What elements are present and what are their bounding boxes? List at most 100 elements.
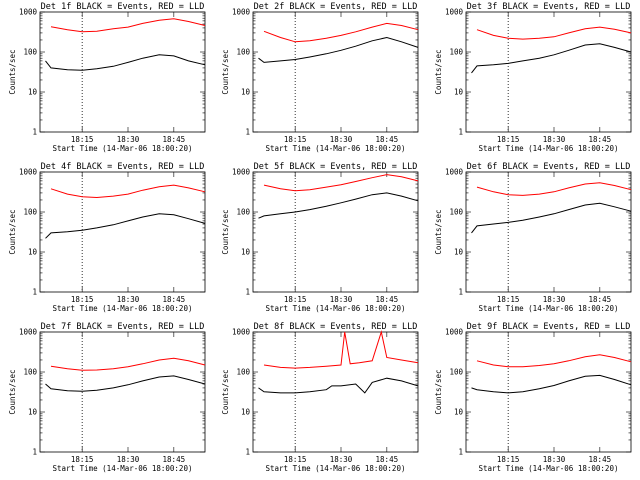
y-tick-label: 1	[458, 448, 463, 457]
detector-panel-4: Det 4f BLACK = Events, RED = LLD 1 10 100 10…	[8, 162, 206, 313]
y-tick-label: 10	[241, 248, 251, 257]
y-tick-label: 1000	[445, 8, 464, 17]
x-tick-label: 18:30	[543, 295, 566, 304]
events-series-line	[45, 213, 206, 239]
lld-series-line	[50, 18, 206, 33]
events-series-line	[471, 202, 632, 234]
y-axis-label: Counts/sec	[221, 49, 230, 94]
x-tick-label: 18:15	[71, 135, 94, 144]
x-axis-label: Start Time (14-Mar-06 18:00:20)	[53, 304, 193, 313]
y-tick-label: 1000	[445, 328, 464, 337]
y-tick-label: 1	[458, 128, 463, 137]
plot-frame	[39, 11, 206, 133]
x-tick-label: 18:45	[376, 135, 399, 144]
y-tick-label: 1	[245, 448, 250, 457]
events-series-line	[45, 54, 206, 71]
plot-frame	[252, 331, 419, 453]
detector-panel-9: Det 9f BLACK = Events, RED = LLD 1 10 100 10…	[434, 322, 632, 473]
y-tick-label: 100	[236, 48, 250, 57]
x-axis-label: Start Time (14-Mar-06 18:00:20)	[53, 144, 193, 153]
y-tick-label: 10	[241, 408, 251, 417]
x-tick-label: 18:15	[71, 295, 94, 304]
y-axis-label: Counts/sec	[221, 369, 230, 414]
lld-series-line	[476, 182, 632, 196]
y-tick-label: 1	[32, 128, 37, 137]
x-tick-label: 18:45	[376, 295, 399, 304]
y-tick-label: 1000	[19, 328, 38, 337]
plot-frame	[252, 11, 419, 133]
detector-panel-8: Det 8f BLACK = Events, RED = LLD 1 10 100 10…	[221, 322, 419, 473]
panel-title: Det 1f BLACK = Events, RED = LLD	[41, 2, 205, 12]
lld-series-line	[263, 22, 419, 43]
x-tick-label: 18:30	[330, 135, 353, 144]
detector-panel-1: Det 1f BLACK = Events, RED = LLD 1 10 100 10…	[8, 2, 206, 153]
x-axis-label: Start Time (14-Mar-06 18:00:20)	[53, 464, 193, 473]
y-tick-label: 10	[28, 88, 38, 97]
y-tick-label: 1000	[19, 168, 38, 177]
plot-frame	[465, 171, 632, 293]
plot-frame	[39, 171, 206, 293]
y-tick-label: 1	[32, 448, 37, 457]
x-tick-label: 18:45	[376, 455, 399, 464]
y-axis-label: Counts/sec	[221, 209, 230, 254]
plot-frame	[39, 331, 206, 453]
detector-panel-7: Det 7f BLACK = Events, RED = LLD 1 10 100 10…	[8, 322, 206, 473]
y-tick-label: 100	[236, 368, 250, 377]
x-tick-label: 18:15	[284, 135, 307, 144]
events-series-line	[45, 375, 206, 392]
y-tick-label: 1	[245, 288, 250, 297]
lld-series-line	[476, 354, 632, 368]
y-tick-label: 10	[454, 408, 464, 417]
x-tick-label: 18:30	[117, 455, 140, 464]
x-tick-label: 18:45	[589, 455, 612, 464]
y-tick-label: 100	[236, 208, 250, 217]
plot-frame	[465, 11, 632, 133]
y-axis-label: Counts/sec	[434, 369, 443, 414]
x-tick-label: 18:45	[163, 295, 186, 304]
x-axis-label: Start Time (14-Mar-06 18:00:20)	[266, 304, 406, 313]
x-tick-label: 18:45	[163, 135, 186, 144]
y-tick-label: 10	[454, 248, 464, 257]
x-axis-label: Start Time (14-Mar-06 18:00:20)	[266, 144, 406, 153]
panel-title: Det 8f BLACK = Events, RED = LLD	[254, 322, 418, 332]
y-tick-label: 1	[32, 288, 37, 297]
y-tick-label: 10	[454, 88, 464, 97]
x-axis-label: Start Time (14-Mar-06 18:00:20)	[266, 464, 406, 473]
x-tick-label: 18:45	[589, 135, 612, 144]
y-axis-label: Counts/sec	[434, 209, 443, 254]
y-tick-label: 1000	[445, 168, 464, 177]
panel-title: Det 9f BLACK = Events, RED = LLD	[467, 322, 631, 332]
lld-series-line	[263, 174, 419, 192]
x-tick-label: 18:15	[284, 295, 307, 304]
y-tick-label: 100	[449, 208, 463, 217]
x-tick-label: 18:15	[71, 455, 94, 464]
y-axis-label: Counts/sec	[434, 49, 443, 94]
y-tick-label: 1000	[232, 168, 251, 177]
y-axis-label: Counts/sec	[8, 369, 17, 414]
events-series-line	[258, 377, 419, 394]
y-tick-label: 1	[245, 128, 250, 137]
events-series-line	[471, 43, 632, 74]
panel-title: Det 5f BLACK = Events, RED = LLD	[254, 162, 418, 172]
lld-series-line	[50, 357, 206, 371]
panel-title: Det 4f BLACK = Events, RED = LLD	[41, 162, 205, 172]
y-tick-label: 10	[28, 408, 38, 417]
x-tick-label: 18:15	[497, 295, 520, 304]
y-tick-label: 100	[449, 368, 463, 377]
lld-series-line	[476, 26, 632, 40]
x-axis-label: Start Time (14-Mar-06 18:00:20)	[479, 464, 619, 473]
x-tick-label: 18:30	[117, 135, 140, 144]
x-tick-label: 18:30	[330, 295, 353, 304]
x-tick-label: 18:15	[497, 135, 520, 144]
x-tick-label: 18:15	[284, 455, 307, 464]
y-tick-label: 1	[458, 288, 463, 297]
plot-frame	[465, 331, 632, 453]
x-axis-label: Start Time (14-Mar-06 18:00:20)	[479, 144, 619, 153]
detector-panel-5: Det 5f BLACK = Events, RED = LLD 1 10 100 10…	[221, 162, 419, 313]
y-axis-label: Counts/sec	[8, 209, 17, 254]
y-tick-label: 10	[241, 88, 251, 97]
plot-frame	[252, 171, 419, 293]
lld-series-line	[263, 330, 419, 369]
x-axis-label: Start Time (14-Mar-06 18:00:20)	[479, 304, 619, 313]
